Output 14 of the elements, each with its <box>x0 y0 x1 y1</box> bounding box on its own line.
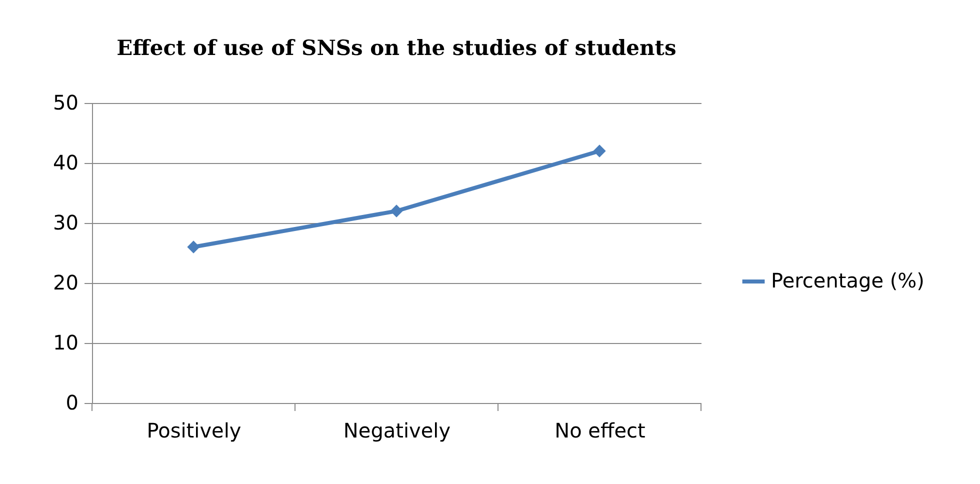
y-tick-label: 40 <box>53 150 78 174</box>
legend-label: Percentage (%) <box>771 268 924 292</box>
chart-title: Effect of use of SNSs on the studies of students <box>116 35 676 60</box>
x-tick-label: No effect <box>554 418 646 442</box>
point <box>390 204 403 218</box>
y-tick-label: 20 <box>53 270 78 294</box>
x-tick-label: Positively <box>146 418 242 442</box>
point <box>593 144 606 158</box>
y-tick-label: 50 <box>53 90 78 114</box>
y-tick-label: 0 <box>66 390 78 414</box>
x-tick-label: Negatively <box>343 418 451 442</box>
y-tick-label: 10 <box>53 330 78 354</box>
y-tick-label: 30 <box>53 210 78 234</box>
point <box>187 240 200 254</box>
